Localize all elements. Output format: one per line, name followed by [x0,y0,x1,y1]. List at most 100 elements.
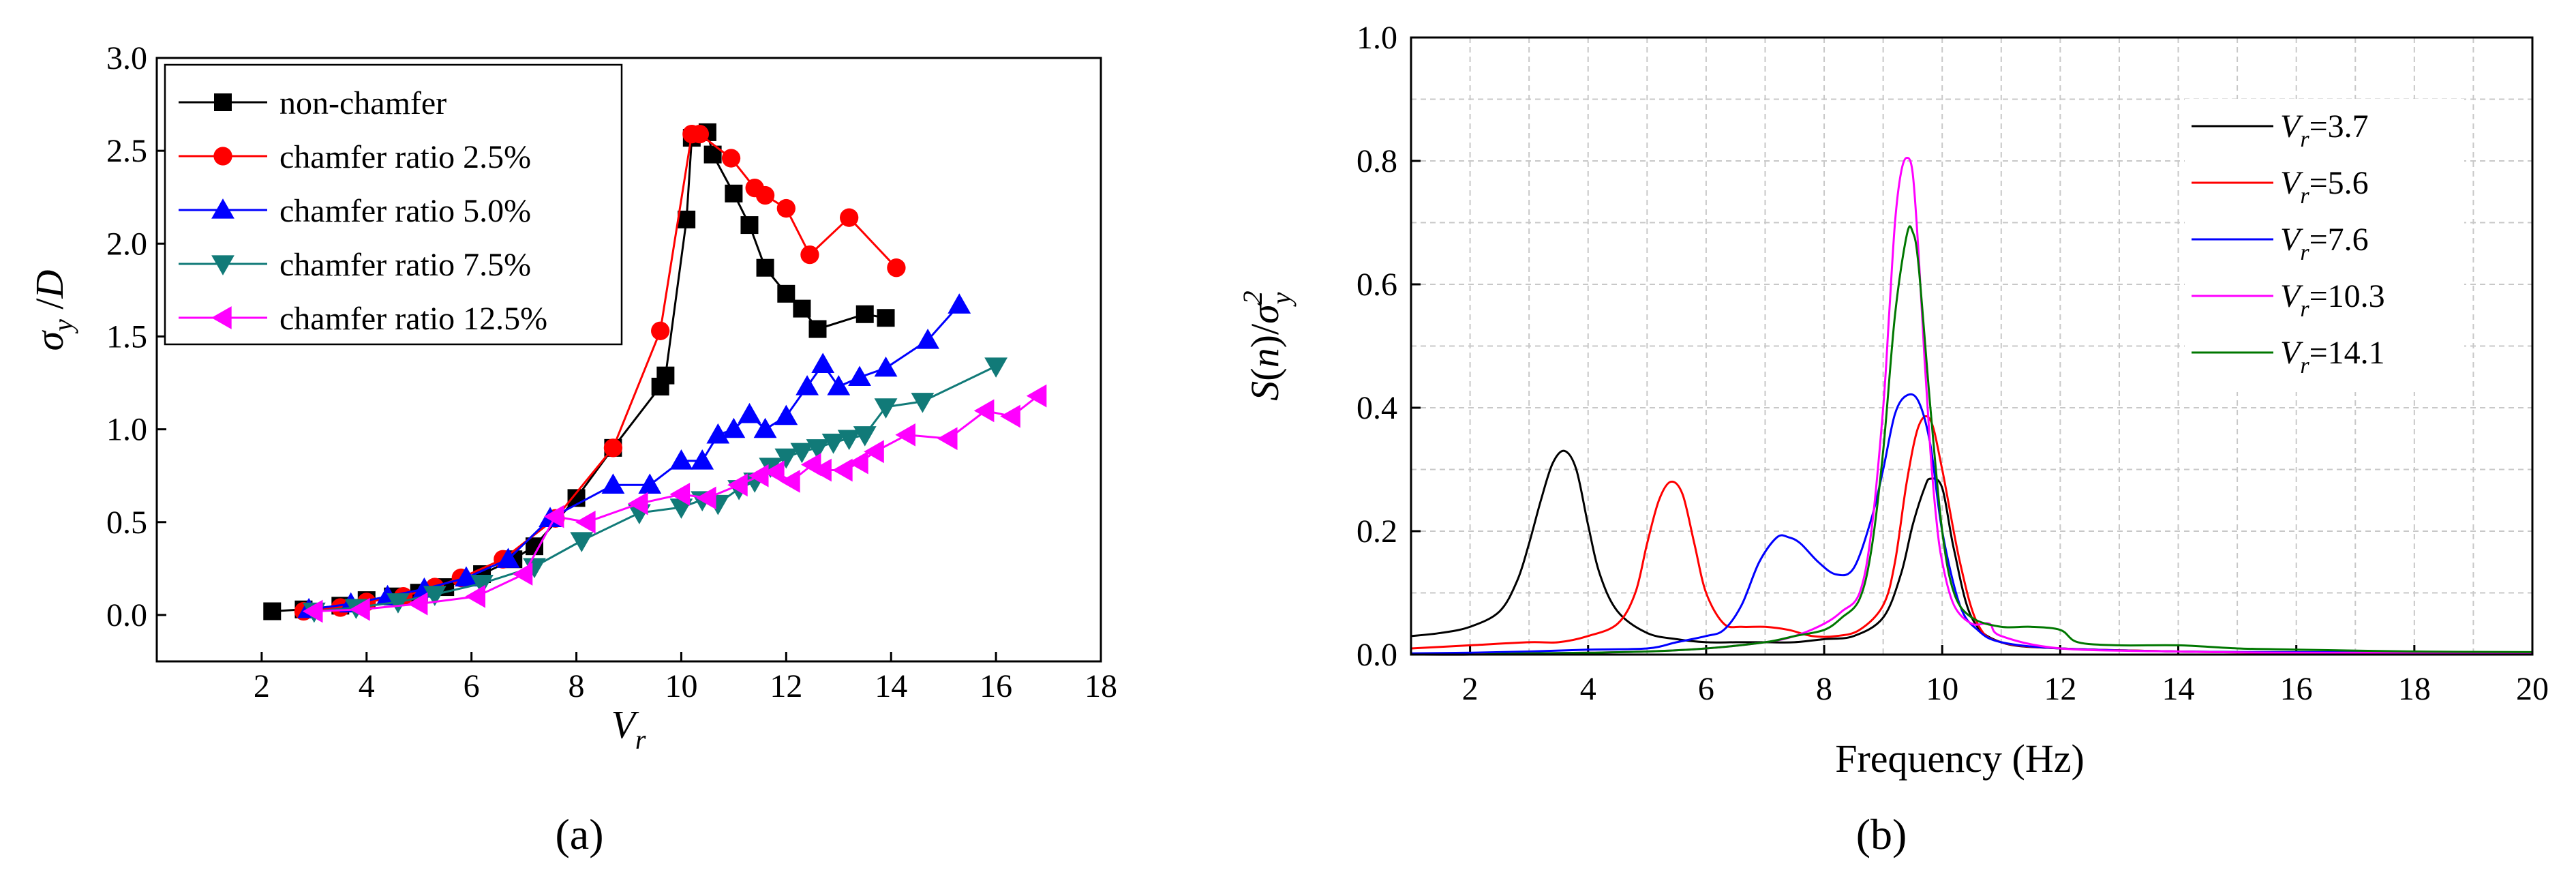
panel-b-legend-item: Vr=10.3 [2192,278,2385,322]
panel-b-legend-label: Vr=3.7 [2280,108,2369,152]
panel-b-legend-item: Vr=14.1 [2192,335,2385,378]
panel-a-data-point [848,365,871,387]
panel-a-data-point [821,434,845,454]
panel-a-data-point [755,185,775,205]
panel-a-y-tick-label: 2.0 [106,226,147,262]
panel-b-legend-item: Vr=7.6 [2192,222,2369,265]
panel-b-x-tick-label: 8 [1816,671,1832,707]
panel-a-data-point [601,473,625,494]
panel-b-x-tick-label: 12 [2044,671,2076,707]
panel-b-y-tick-label: 1.0 [1357,20,1397,56]
panel-a-data-point [877,309,895,327]
panel-a-data-point [470,574,494,595]
panel-a-data-point [800,245,819,265]
panel-b-chart: 2 4 6 8 10 12 14 16 18 20 0.0 0.2 0.4 0.6 0.8 1.0 Vr=3.… [1237,20,2549,858]
panel-a-data-point [753,417,777,438]
panel-a-data-point [795,375,819,395]
panel-a-legend-label: chamfer ratio 2.5% [279,139,531,175]
panel-a-data-point [423,586,446,606]
panel-a-legend-label: chamfer ratio 12.5% [279,301,547,337]
panel-a-y-tick-label: 0.0 [106,597,147,633]
panel-a-data-point [832,458,853,482]
panel-a-y-tick-label: 2.5 [106,133,147,169]
panel-a-data-point [790,443,814,464]
panel-a-data-point [973,399,995,423]
panel-a-data-point [656,366,675,385]
panel-a-data-point [937,427,958,451]
panel-a-data-point [387,593,410,614]
panel-b-y-tick-label: 0.0 [1357,637,1397,673]
panel-a-data-point [455,566,478,587]
panel-a-data-point [740,216,759,235]
panel-b-x-tick-label: 14 [2162,671,2195,707]
panel-b-legend-item: Vr=3.7 [2192,108,2369,152]
panel-b-plot-frame [1410,36,2534,656]
panel-a-data-point [721,149,741,168]
panel-a-data-point [1026,384,1047,408]
panel-a-x-tick-label: 12 [770,668,802,704]
panel-a-data-point [690,124,710,144]
panel-b-series-5-line [1410,225,2533,656]
svg-text:S(n)/σ2y: S(n)/σ2y [1237,290,1297,400]
panel-a-data-point [543,505,564,528]
panel-a-data-point [764,460,785,484]
panel-a-x-axis-title: Vr [611,702,646,755]
panel-label-b: (b) [1856,810,1907,858]
panel-a-data-point [350,597,370,621]
panel-a-plot-frame [155,57,1102,663]
panel-a-data-point [811,353,835,373]
panel-a-data-point [738,402,761,423]
panel-a-x-tick-label: 8 [569,668,585,704]
panel-a-data-point [948,293,971,314]
panel-b-x-axis-title: Frequency (Hz) [1835,736,2085,781]
panel-a-x-tick-label: 14 [875,668,907,704]
panel-a-data-point [855,305,874,323]
svg-text:σy /D: σy /D [27,269,78,350]
panel-a-data-point [811,458,832,482]
panel-a-chart: 2 4 6 8 10 12 14 16 18 0.0 0.5 1.0 1.5 2.0 2.5 3.0 non-… [27,40,1117,858]
panel-b-series-3-line [1410,393,2533,655]
panel-a-data-point [776,198,795,218]
panel-a-data-point [874,398,898,419]
panel-a-data-point [603,438,623,458]
panel-a-legend-label: chamfer ratio 7.5% [279,247,531,283]
panel-a-y-tick-label: 1.5 [106,318,147,355]
panel-a-data-point [895,423,915,447]
panel-a-data-point [759,458,783,478]
panel-b-y-tick-label: 0.8 [1357,143,1397,179]
panel-b-y-tick-label: 0.4 [1357,390,1397,426]
panel-a-data-point [669,483,691,506]
panel-b-legend-label: Vr=7.6 [2280,222,2369,265]
panel-a-data-point [840,208,859,227]
panel-b-x-tick-label: 2 [1462,671,1479,707]
panel-a-data-point [887,258,906,278]
panel-a-data-point [512,563,533,586]
panel-a-x-tick-label: 18 [1085,668,1117,704]
panel-b-x-tick-label: 20 [2516,671,2549,707]
panel-a-legend-marker [214,93,232,111]
panel-a-data-point [302,599,323,623]
panel-a-x-tick-label: 16 [980,668,1012,704]
panel-a-data-point [806,439,830,460]
panel-a-y-tick-label: 3.0 [106,40,147,76]
panel-a-legend-marker [213,147,232,166]
panel-b-legend-label: Vr=10.3 [2280,278,2385,322]
panel-a-y-tick-label: 0.5 [106,505,147,541]
panel-a-data-point [627,492,648,515]
panel-a-data-point [984,357,1008,378]
panel-a-data-point [793,299,811,318]
panel-a-data-point [780,469,800,493]
panel-b-x-tick-label: 10 [1926,671,1958,707]
panel-a-data-point [722,417,746,438]
panel-b-legend-label: Vr=5.6 [2280,165,2369,209]
panel-a-legend-item: chamfer ratio 2.5% [179,139,531,175]
panel-a-legend-item: non-chamfer [179,85,446,121]
panel-a-data-point [496,548,520,568]
panel-b-x-tick-label: 18 [2398,671,2431,707]
panel-a-data-point [523,558,546,579]
panel-b-x-tick-label: 16 [2280,671,2313,707]
panel-a-data-point [748,464,769,488]
panel-a-data-point [911,393,935,413]
panel-a-data-point [651,321,670,340]
